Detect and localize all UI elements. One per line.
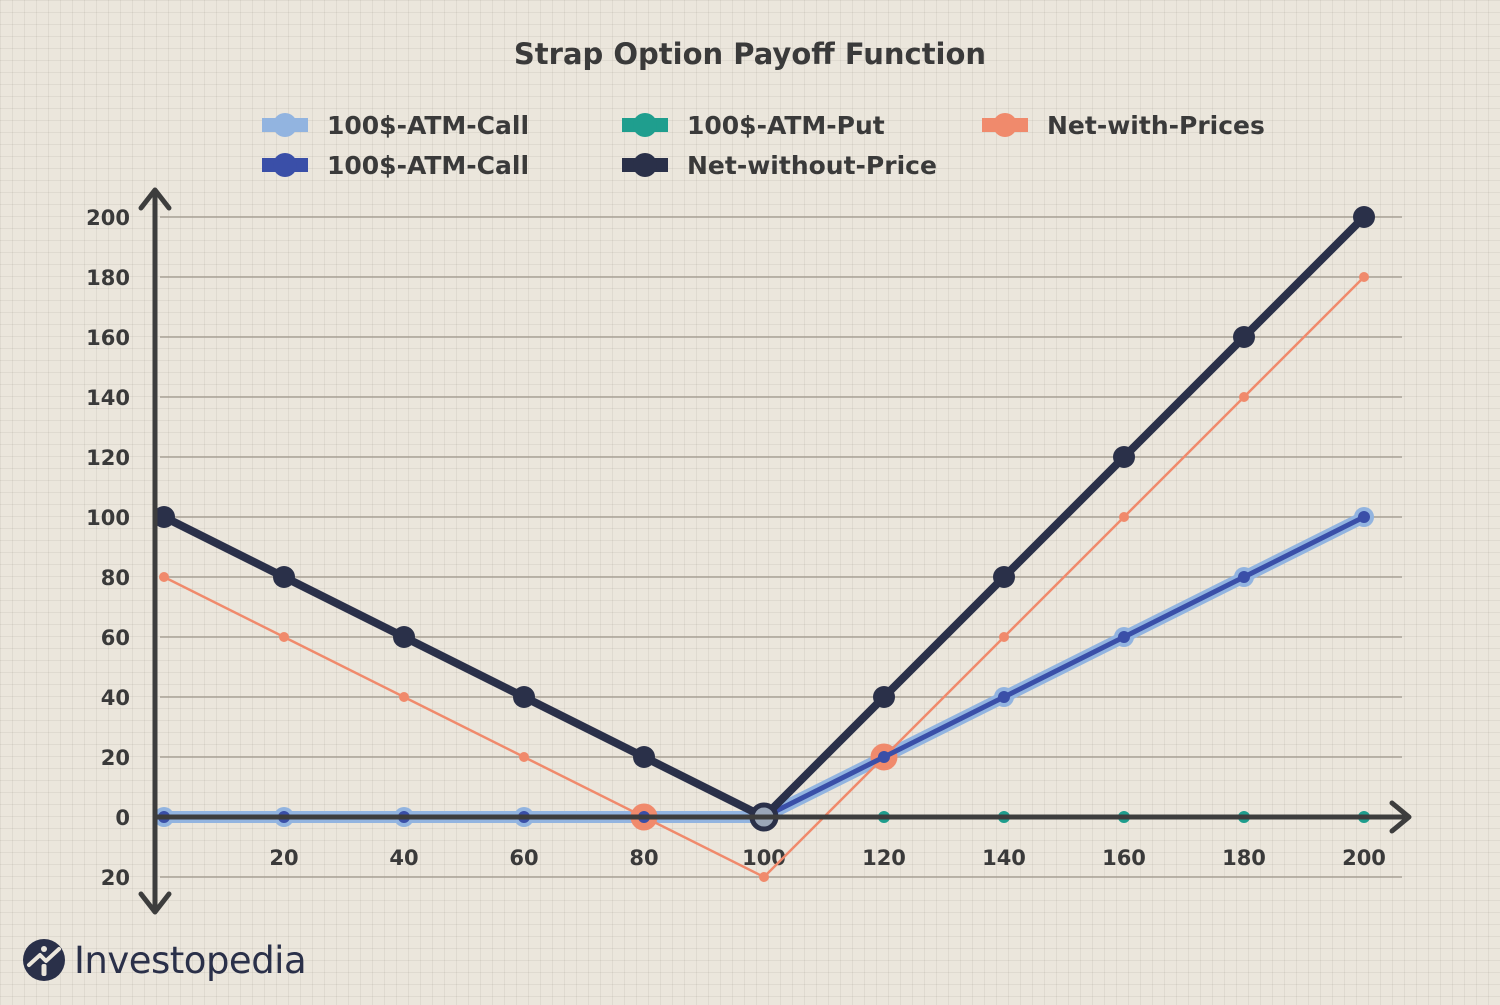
y-tick-label: 120 bbox=[86, 446, 130, 470]
y-axis-arrow-up bbox=[138, 187, 172, 211]
data-point bbox=[873, 686, 895, 708]
legend-label: Net-with-Prices bbox=[1047, 111, 1265, 140]
y-tick-label: 40 bbox=[101, 686, 130, 710]
data-point bbox=[1358, 511, 1370, 523]
y-axis-arrow-down bbox=[138, 891, 172, 915]
legend-swatch-marker bbox=[273, 153, 297, 177]
series-100$-atm-call bbox=[158, 511, 1370, 823]
data-point bbox=[1239, 392, 1249, 402]
data-point bbox=[1113, 446, 1135, 468]
legend-swatch-marker bbox=[633, 153, 657, 177]
brand-logo: Investopedia bbox=[22, 938, 307, 982]
x-tick-label: 180 bbox=[1222, 846, 1266, 870]
x-tick-label: 100 bbox=[742, 846, 786, 870]
x-tick-label: 40 bbox=[389, 846, 418, 870]
legend-item: 100$-ATM-Call bbox=[262, 111, 529, 140]
data-point bbox=[399, 692, 409, 702]
data-point bbox=[993, 566, 1015, 588]
data-point bbox=[633, 746, 655, 768]
x-tick-label: 140 bbox=[982, 846, 1026, 870]
data-point bbox=[1233, 326, 1255, 348]
data-point bbox=[1118, 631, 1130, 643]
x-axis-arrow bbox=[1389, 800, 1412, 834]
series-net-with-prices bbox=[159, 272, 1369, 882]
investopedia-logo-icon bbox=[23, 939, 65, 981]
x-tick-label: 120 bbox=[862, 846, 906, 870]
legend-label: Net-without-Price bbox=[687, 151, 937, 180]
data-point bbox=[159, 572, 169, 582]
legend-label: 100$-ATM-Put bbox=[687, 111, 885, 140]
x-tick-label: 60 bbox=[509, 846, 538, 870]
x-tick-label: 20 bbox=[269, 846, 298, 870]
legend-swatch-marker bbox=[273, 113, 297, 137]
y-tick-label: 80 bbox=[101, 566, 130, 590]
brand-name: Investopedia bbox=[74, 938, 307, 982]
data-point bbox=[999, 632, 1009, 642]
data-point bbox=[393, 626, 415, 648]
grid-lines bbox=[160, 216, 1402, 878]
x-tick-label: 200 bbox=[1342, 846, 1386, 870]
legend-item: 100$-ATM-Call bbox=[262, 151, 529, 180]
legend-swatch-marker bbox=[993, 113, 1017, 137]
y-tick-label: 160 bbox=[86, 326, 130, 350]
legend-item: 100$-ATM-Put bbox=[622, 111, 885, 140]
data-point bbox=[519, 752, 529, 762]
x-tick-label: 80 bbox=[629, 846, 658, 870]
data-point bbox=[1119, 512, 1129, 522]
data-point bbox=[273, 566, 295, 588]
y-tick-label: 0 bbox=[115, 806, 130, 830]
chart-title: Strap Option Payoff Function bbox=[514, 37, 986, 71]
series-100$-atm-put bbox=[158, 511, 1370, 823]
series-100$-atm-call bbox=[154, 507, 1374, 827]
legend-label: 100$-ATM-Call bbox=[327, 151, 529, 180]
axes bbox=[138, 187, 1412, 915]
data-point bbox=[878, 751, 890, 763]
y-tick-label: 20 bbox=[101, 866, 130, 890]
legend-swatch-marker bbox=[633, 113, 657, 137]
data-point bbox=[1238, 571, 1250, 583]
y-tick-label: 180 bbox=[86, 266, 130, 290]
y-tick-label: 60 bbox=[101, 626, 130, 650]
legend-item: Net-with-Prices bbox=[982, 111, 1265, 140]
data-point bbox=[153, 506, 175, 528]
data-point bbox=[759, 872, 769, 882]
legend-label: 100$-ATM-Call bbox=[327, 111, 529, 140]
legend: 100$-ATM-Call 100$-ATM-Put Net-with-Prices… bbox=[262, 111, 1265, 180]
series-layer bbox=[153, 206, 1375, 882]
y-tick-label: 200 bbox=[86, 206, 130, 230]
x-axis-tick-labels: 20 40 60 80 100 120 140 160 180 200 bbox=[269, 846, 1386, 870]
data-point bbox=[1359, 272, 1369, 282]
data-point bbox=[279, 632, 289, 642]
legend-item: Net-without-Price bbox=[622, 151, 937, 180]
data-point bbox=[998, 691, 1010, 703]
y-tick-label: 100 bbox=[86, 506, 130, 530]
x-tick-label: 160 bbox=[1102, 846, 1146, 870]
y-tick-label: 20 bbox=[101, 746, 130, 770]
y-tick-label: 140 bbox=[86, 386, 130, 410]
data-point bbox=[1353, 206, 1375, 228]
data-point bbox=[513, 686, 535, 708]
